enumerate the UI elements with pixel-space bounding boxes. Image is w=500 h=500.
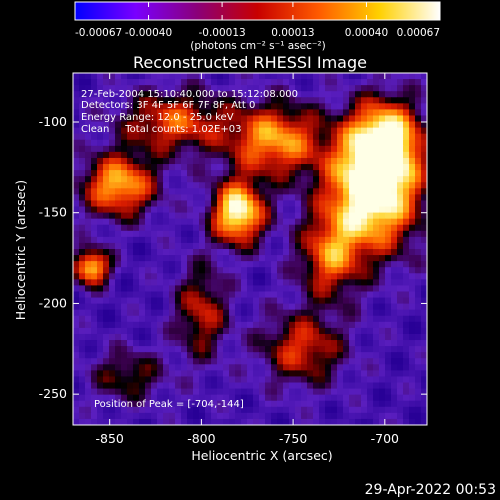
y-tick-label: -200 [39, 295, 67, 310]
y-tick-label: -150 [39, 205, 67, 220]
heatmap-area [73, 73, 427, 425]
annotation-counts: Clean Total counts: 1.02E+03 [81, 124, 241, 135]
footer-timestamp: 29-Apr-2022 00:53 [364, 482, 496, 498]
axis-ticks: -850 -800 -750 -700 -100 -150 -200 -250 [39, 73, 427, 446]
annotation-time: 27-Feb-2004 15:10:40.000 to 15:12:08.000 [81, 89, 298, 100]
peak-label: Position of Peak = [-704,-144] [94, 399, 244, 410]
chart-title: Reconstructed RHESSI Image [133, 53, 367, 72]
colorbar-tick-label: -0.00040 [125, 27, 172, 39]
y-tick-label: -250 [39, 386, 67, 401]
colorbar-tick-label: 0.00040 [345, 27, 388, 39]
colorbar-ticks: -0.00067 -0.00040 -0.00013 0.00013 0.00040 0.… [74, 2, 441, 39]
annotations: 27-Feb-2004 15:10:40.000 to 15:12:08.000… [81, 89, 298, 410]
colorbar-unit-label: (photons cm⁻² s⁻¹ asec⁻²) [190, 40, 325, 52]
x-axis-label: Heliocentric X (arcsec) [191, 448, 332, 463]
colorbar [74, 1, 441, 21]
colorbar-tick-label: 0.00013 [271, 27, 314, 39]
annotation-energy: Energy Range: 12.0 - 25.0 keV [81, 112, 234, 123]
colorbar-tick-label: -0.00013 [198, 27, 245, 39]
x-tick-label: -850 [95, 431, 123, 446]
y-tick-label: -100 [39, 114, 67, 129]
y-axis-label: Heliocentric Y (arcsec) [13, 180, 28, 320]
plot-frame [72, 72, 428, 426]
annotation-detectors: Detectors: 3F 4F 5F 6F 7F 8F, Att 0 [81, 100, 255, 111]
colorbar-tick-label: -0.00067 [75, 27, 122, 39]
x-tick-label: -750 [279, 431, 307, 446]
colorbar-tick-label: 0.00067 [397, 27, 440, 39]
x-tick-label: -800 [187, 431, 215, 446]
x-tick-label: -700 [371, 431, 399, 446]
